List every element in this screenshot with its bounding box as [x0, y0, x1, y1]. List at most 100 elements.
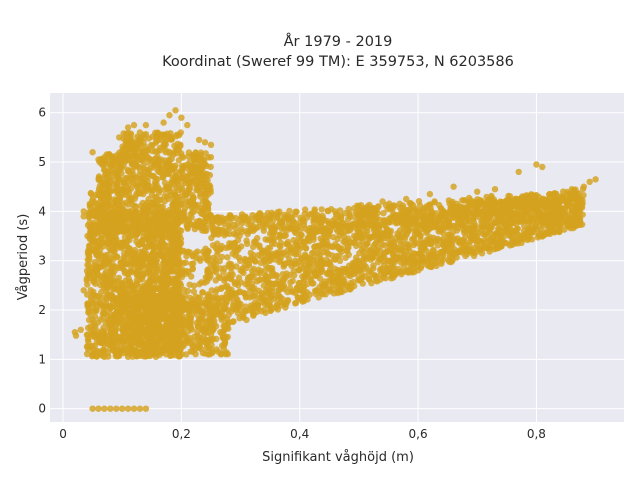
data-point — [153, 258, 160, 266]
data-point — [198, 279, 205, 286]
data-point — [152, 178, 159, 185]
data-point — [170, 227, 177, 234]
data-point — [89, 195, 97, 202]
data-point — [107, 211, 115, 219]
data-point — [355, 227, 362, 234]
data-point — [446, 224, 453, 231]
data-point — [194, 202, 202, 209]
data-point — [158, 281, 165, 289]
data-point — [107, 266, 114, 273]
data-point — [396, 233, 403, 240]
data-point — [110, 177, 117, 184]
data-point — [413, 217, 420, 224]
data-point — [189, 203, 196, 210]
data-point — [159, 217, 167, 224]
data-point — [236, 232, 243, 239]
data-point — [118, 244, 125, 252]
data-point — [107, 234, 115, 241]
data-point — [268, 224, 275, 231]
data-point — [433, 210, 440, 217]
data-point — [136, 189, 143, 196]
data-point — [224, 254, 231, 261]
data-point — [86, 235, 94, 243]
data-point — [436, 219, 443, 226]
data-point — [552, 227, 560, 235]
data-point — [432, 237, 439, 244]
data-point — [273, 302, 281, 309]
data-point — [128, 251, 135, 258]
data-point — [201, 211, 208, 219]
data-point — [134, 154, 141, 161]
data-point — [237, 267, 244, 274]
data-point — [570, 224, 577, 232]
data-point — [232, 214, 239, 222]
data-point — [147, 186, 155, 194]
data-point — [127, 131, 134, 139]
data-point — [432, 223, 439, 230]
data-point — [256, 210, 263, 217]
data-point — [465, 199, 472, 207]
data-point — [172, 282, 179, 289]
data-point — [127, 171, 134, 179]
data-point — [501, 227, 508, 235]
data-point — [292, 300, 299, 307]
data-point — [271, 271, 278, 278]
data-point — [147, 208, 154, 215]
data-point — [165, 233, 172, 240]
data-point — [438, 258, 445, 265]
data-point — [396, 227, 404, 234]
data-point — [99, 227, 106, 235]
data-point — [117, 163, 125, 170]
data-point — [291, 272, 298, 279]
data-point — [161, 254, 168, 261]
data-point — [406, 212, 413, 220]
data-point — [282, 304, 289, 311]
data-point — [302, 245, 310, 252]
data-point — [112, 171, 119, 179]
data-point — [203, 198, 210, 205]
data-point — [334, 235, 341, 243]
data-point — [284, 241, 292, 248]
data-point — [204, 249, 211, 256]
data-point — [177, 142, 184, 150]
data-point — [496, 226, 503, 233]
data-point — [127, 224, 134, 231]
data-point — [431, 198, 438, 205]
data-point — [207, 154, 215, 161]
data-point — [91, 300, 98, 308]
data-point — [143, 235, 150, 242]
data-point — [342, 254, 349, 261]
data-point — [403, 217, 411, 225]
data-point — [529, 192, 536, 199]
data-point — [137, 175, 144, 182]
data-point — [257, 295, 265, 302]
data-point — [188, 260, 195, 268]
data-point — [214, 214, 221, 221]
data-point — [156, 144, 164, 152]
data-point — [371, 230, 379, 238]
data-point — [141, 257, 148, 264]
data-point — [122, 277, 129, 284]
data-point — [168, 209, 175, 217]
data-point — [95, 250, 103, 257]
data-point — [502, 239, 510, 247]
data-point — [141, 212, 148, 220]
data-point — [86, 219, 93, 227]
data-point — [528, 236, 536, 243]
data-point — [121, 267, 128, 274]
data-point — [206, 274, 213, 282]
data-point — [204, 257, 212, 264]
data-point — [579, 211, 586, 218]
data-point — [558, 205, 566, 212]
data-point — [238, 226, 245, 233]
data-point — [339, 219, 347, 227]
data-point — [243, 237, 250, 244]
data-point — [336, 257, 344, 264]
data-point — [542, 213, 549, 220]
data-point — [394, 245, 402, 252]
data-point — [226, 260, 233, 267]
data-point — [483, 193, 490, 201]
data-point — [391, 213, 399, 220]
data-point — [255, 266, 262, 273]
data-point — [530, 229, 538, 236]
